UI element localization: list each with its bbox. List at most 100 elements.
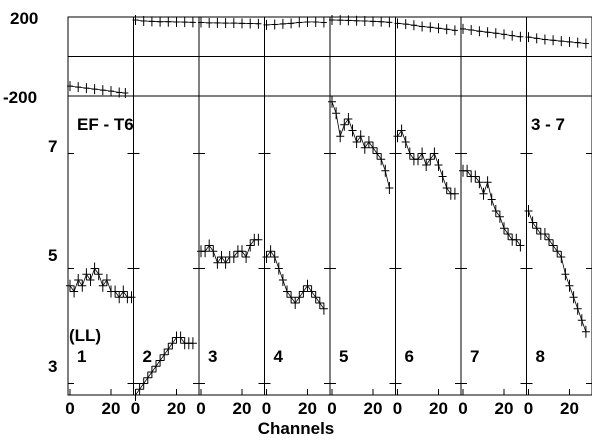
phase-point (353, 15, 360, 26)
phase-point (255, 18, 262, 29)
x-tick-label: 0 (458, 399, 467, 418)
amp-point (561, 268, 570, 281)
x-tick-label: 0 (131, 399, 140, 418)
amp-point (557, 251, 566, 263)
amp-point (414, 153, 422, 166)
amp-point (319, 302, 328, 315)
x-axis-label: Channels (258, 419, 335, 438)
panel-label: 5 (339, 347, 348, 366)
amp-point (356, 130, 365, 143)
amp-point (401, 136, 410, 148)
panel-label: 3 (208, 347, 217, 366)
phase-point (165, 16, 172, 27)
amp-point (471, 170, 480, 183)
amp-point (119, 285, 128, 298)
amp-point (221, 256, 230, 269)
amp-point (82, 268, 91, 281)
amp-point (369, 141, 377, 154)
amp-point (254, 233, 263, 246)
phase-point (402, 19, 409, 30)
panel-label: 1 (77, 347, 86, 366)
amp-point (278, 274, 287, 286)
amp-point (143, 371, 152, 384)
amp-point (291, 297, 300, 309)
panel-label: 7 (470, 347, 479, 366)
x-tick-label: 20 (102, 399, 121, 418)
amp-point (332, 107, 341, 120)
amp-point (86, 274, 95, 286)
phase-point (288, 18, 295, 29)
amp-point (147, 366, 156, 378)
amp-point (127, 291, 136, 304)
phase-point (206, 17, 213, 28)
amp-point (405, 147, 414, 160)
amp-point (352, 136, 361, 148)
amp-point (512, 233, 521, 246)
amp-point (176, 331, 185, 344)
amp-point (475, 176, 484, 189)
phase-point (492, 28, 499, 39)
phase-point (304, 16, 311, 27)
amp-tick-label: 5 (48, 246, 57, 265)
phase-point (517, 31, 524, 42)
x-tick-label: 0 (393, 399, 402, 418)
amp-point (74, 274, 83, 286)
amp-point (70, 285, 79, 298)
x-tick-label: 20 (298, 399, 317, 418)
phase-point (91, 84, 98, 95)
amp-point (115, 291, 124, 304)
amp-point (311, 291, 320, 304)
phase-point (132, 14, 139, 25)
amp-point (581, 325, 590, 338)
phase-point (566, 36, 573, 47)
amp-point (213, 256, 222, 269)
phase-point (312, 16, 319, 27)
phase-point (247, 18, 254, 29)
amp-point (139, 377, 148, 390)
x-tick-label: 0 (524, 399, 533, 418)
phase-point (116, 87, 123, 98)
phase-point (476, 26, 483, 37)
phase-point (157, 16, 164, 27)
phase-point (271, 19, 278, 30)
amp-point (168, 337, 177, 350)
phase-point (484, 27, 491, 38)
amp-point (360, 141, 369, 154)
x-tick-label: 0 (327, 399, 336, 418)
phase-point (427, 22, 434, 33)
x-tick-label: 0 (65, 399, 74, 418)
amp-point (487, 193, 496, 206)
amp-point (434, 159, 443, 171)
phase-point (189, 17, 196, 28)
amp-point (430, 147, 439, 160)
amp-point (336, 130, 345, 143)
amp-point (450, 187, 459, 200)
amp-point (377, 153, 386, 166)
amp-point (340, 118, 349, 131)
amp-point (270, 251, 279, 263)
amp-point (385, 182, 394, 194)
amp-point (573, 302, 582, 315)
phase-point (148, 16, 155, 27)
amp-point (524, 205, 533, 217)
amp-point (532, 222, 541, 235)
x-tick-label: 0 (196, 399, 205, 418)
phase-point (582, 38, 589, 49)
amp-point (135, 383, 144, 396)
phase-point (386, 17, 393, 28)
x-tick-label: 20 (167, 399, 186, 418)
amp-point (78, 279, 87, 292)
amp-point (131, 389, 140, 401)
amp-point (504, 228, 513, 240)
x-tick-label: 20 (429, 399, 448, 418)
amp-point (111, 285, 120, 298)
amp-tick-label: 7 (48, 137, 57, 156)
panel-label: 2 (143, 347, 152, 366)
x-tick-label: 20 (560, 399, 579, 418)
phase-point (67, 81, 73, 92)
x-tick-label: 20 (495, 399, 514, 418)
amp-point (577, 314, 586, 327)
panel-label: 4 (274, 347, 284, 366)
phase-point (525, 32, 532, 43)
